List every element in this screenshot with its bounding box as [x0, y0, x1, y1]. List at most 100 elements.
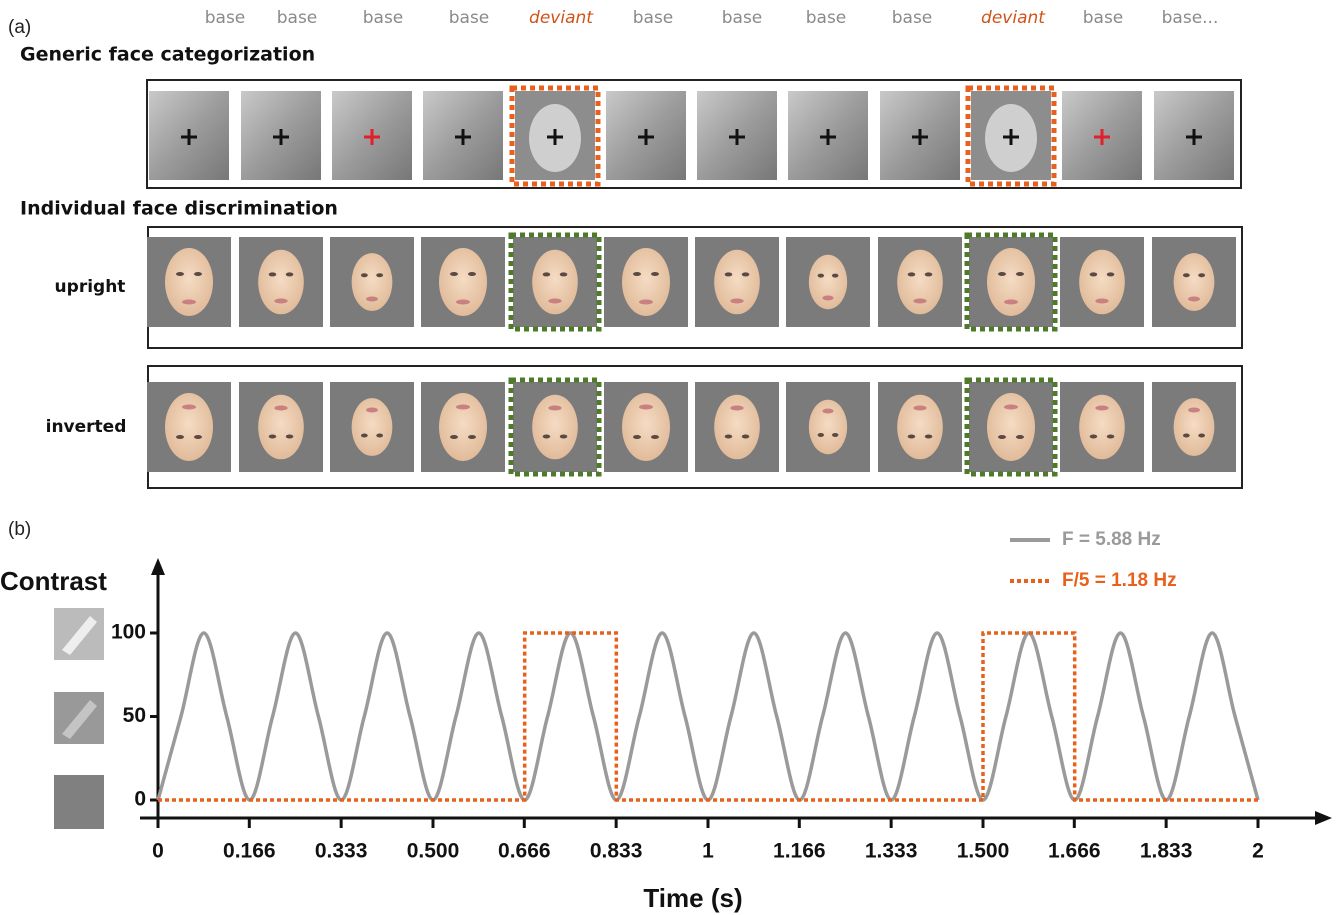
eye — [468, 272, 476, 276]
eye — [1182, 273, 1190, 278]
x-axis-label: Time (s) — [643, 883, 742, 913]
sequence-label: base — [449, 8, 490, 28]
mouth — [456, 299, 470, 305]
fixation-cross — [273, 129, 289, 145]
face — [987, 393, 1035, 461]
face — [165, 248, 213, 316]
mouth — [548, 405, 562, 411]
face — [439, 393, 487, 461]
section-title: Generic face categorization — [20, 44, 315, 66]
fixation-cross — [638, 129, 654, 145]
face — [532, 394, 578, 460]
legend-label: F/5 = 1.18 Hz — [1062, 570, 1177, 591]
contrast-thumbnails — [54, 608, 104, 829]
sequence-label: base — [722, 8, 763, 28]
mouth — [730, 405, 744, 411]
eye — [450, 272, 458, 276]
face — [1173, 253, 1215, 311]
mouth — [366, 407, 378, 413]
eye — [376, 273, 384, 278]
sequence-label: deviant — [529, 8, 594, 28]
legend-label: F = 5.88 Hz — [1062, 529, 1161, 550]
fixation-cross — [729, 129, 745, 145]
mouth — [913, 298, 927, 304]
face — [714, 249, 760, 315]
eye — [907, 272, 916, 277]
x-tick-label: 1.666 — [1048, 840, 1101, 863]
x-tick-label: 0 — [152, 840, 164, 863]
x-tick-label: 1.500 — [957, 840, 1010, 863]
sequence-label: base — [1083, 8, 1124, 28]
sequence-label: base — [205, 8, 246, 28]
eye — [633, 435, 641, 439]
x-tick-label: 2 — [1252, 840, 1264, 863]
series-line — [158, 631, 1258, 802]
eye — [1016, 272, 1024, 276]
eye — [1106, 272, 1115, 277]
eye — [998, 272, 1006, 276]
sequence-label: base — [892, 8, 933, 28]
y-tick-label: 100 — [111, 621, 146, 644]
fixation-cross — [455, 129, 471, 145]
eye — [741, 434, 750, 439]
face — [1079, 249, 1125, 315]
fixation-cross — [1094, 129, 1110, 145]
mouth — [730, 298, 744, 304]
eye — [817, 273, 824, 278]
deviant-frame — [509, 85, 601, 187]
eye — [651, 272, 659, 276]
face — [622, 393, 670, 461]
eye — [1016, 435, 1024, 439]
sequence-label: deviant — [981, 8, 1046, 28]
eye — [285, 272, 294, 277]
axis-arrow — [1315, 811, 1332, 825]
mouth — [1188, 407, 1200, 413]
section-title: Individual face discrimination — [20, 198, 338, 220]
fixation-cross — [912, 129, 928, 145]
eye — [724, 272, 733, 277]
eye — [924, 272, 933, 277]
row-label: inverted — [46, 417, 127, 437]
y-axis-label: Contrast — [0, 566, 107, 596]
mouth — [1004, 404, 1018, 410]
eye — [542, 434, 551, 439]
eye — [741, 272, 750, 277]
x-tick-label: 0.666 — [498, 840, 551, 863]
eye — [360, 433, 368, 438]
face — [897, 394, 943, 460]
face — [808, 254, 848, 310]
sequence-label: base — [806, 8, 847, 28]
panel-label: (b) — [8, 519, 31, 540]
mouth — [1095, 298, 1109, 304]
face — [897, 249, 943, 315]
eye — [176, 435, 184, 439]
mouth — [1095, 405, 1109, 411]
face — [258, 394, 304, 460]
face — [165, 393, 213, 461]
face — [532, 249, 578, 315]
deviant-frame — [508, 377, 602, 477]
face — [351, 398, 393, 456]
eye — [468, 435, 476, 439]
axis-arrow — [151, 558, 165, 575]
x-tick-label: 0.166 — [223, 840, 276, 863]
thumbnail — [54, 775, 104, 829]
mouth — [456, 404, 470, 410]
x-tick-label: 1.166 — [773, 840, 826, 863]
mouth — [548, 298, 562, 304]
eye — [832, 433, 839, 437]
face — [1173, 398, 1215, 456]
eye — [1089, 272, 1098, 277]
face — [1079, 394, 1125, 460]
eye — [633, 272, 641, 276]
eye — [559, 272, 568, 277]
face — [351, 253, 393, 311]
face — [258, 249, 304, 315]
mouth — [366, 296, 378, 302]
deviant-frame — [964, 232, 1058, 332]
eye — [268, 434, 277, 439]
fixation-cross — [1003, 129, 1019, 145]
eye — [194, 272, 202, 276]
mouth — [822, 295, 834, 301]
